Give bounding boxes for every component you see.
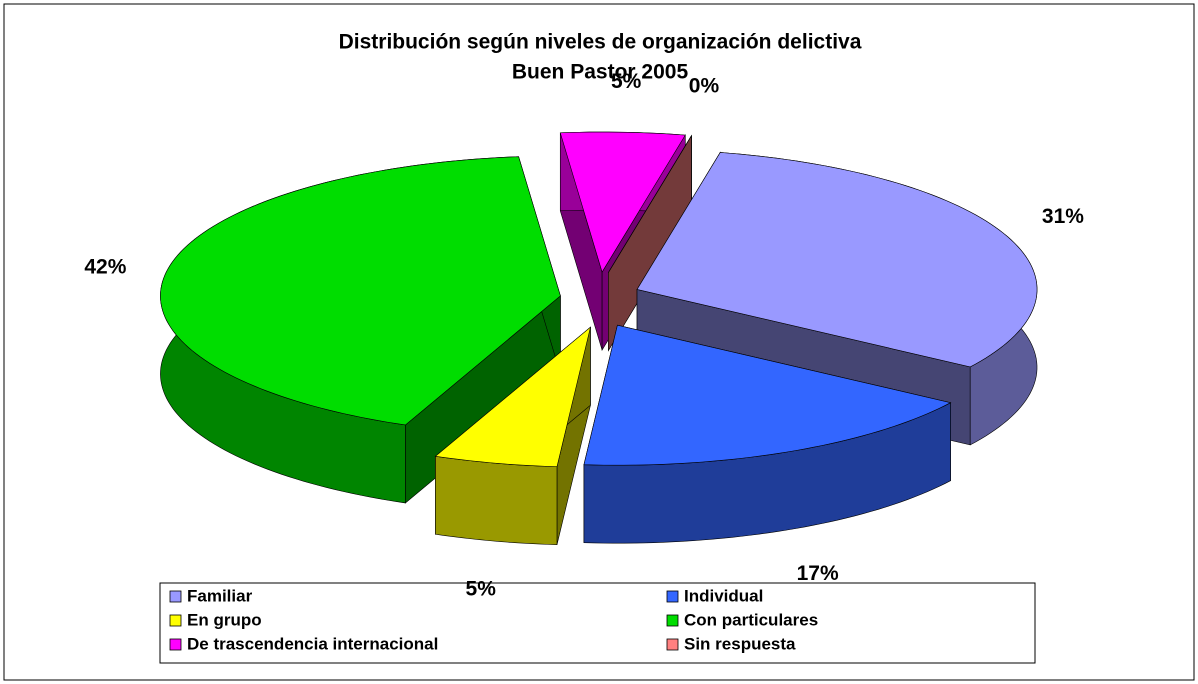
- legend-swatch: [666, 638, 679, 651]
- slice-top: [583, 324, 952, 466]
- legend-swatch: [169, 614, 182, 627]
- data-label: 31%: [1042, 205, 1084, 228]
- chart-subtitle: Buen Pastor 2005: [512, 61, 689, 84]
- data-label: 5%: [466, 577, 497, 600]
- chart-title: Distribución según niveles de organizaci…: [339, 31, 862, 54]
- slice-wall: [435, 455, 558, 546]
- legend-swatch: [169, 638, 182, 651]
- legend-label: Con particulares: [684, 610, 818, 629]
- data-label: 5%: [611, 70, 642, 93]
- slice: [583, 324, 952, 544]
- legend-box: [159, 582, 1036, 664]
- legend-label: Sin respuesta: [684, 634, 796, 653]
- legend-label: Familiar: [187, 586, 253, 605]
- slice-top: [434, 326, 591, 468]
- slice-top: [559, 131, 686, 273]
- data-label: 0%: [689, 74, 720, 97]
- slice: [608, 134, 692, 352]
- slice: [636, 151, 1038, 446]
- slice-top: [636, 152, 1038, 368]
- slice: [160, 156, 561, 504]
- legend-swatch: [169, 590, 182, 603]
- legend-swatch: [666, 614, 679, 627]
- legend-label: En grupo: [187, 610, 262, 629]
- data-label: 42%: [84, 256, 126, 279]
- legend-swatch: [666, 590, 679, 603]
- data-label: 17%: [797, 562, 839, 585]
- legend-label: Individual: [684, 586, 763, 605]
- slice: [434, 326, 591, 546]
- slice-top: [160, 156, 561, 426]
- slice-top: [608, 135, 692, 273]
- legend-label: De trascendencia internacional: [187, 634, 438, 653]
